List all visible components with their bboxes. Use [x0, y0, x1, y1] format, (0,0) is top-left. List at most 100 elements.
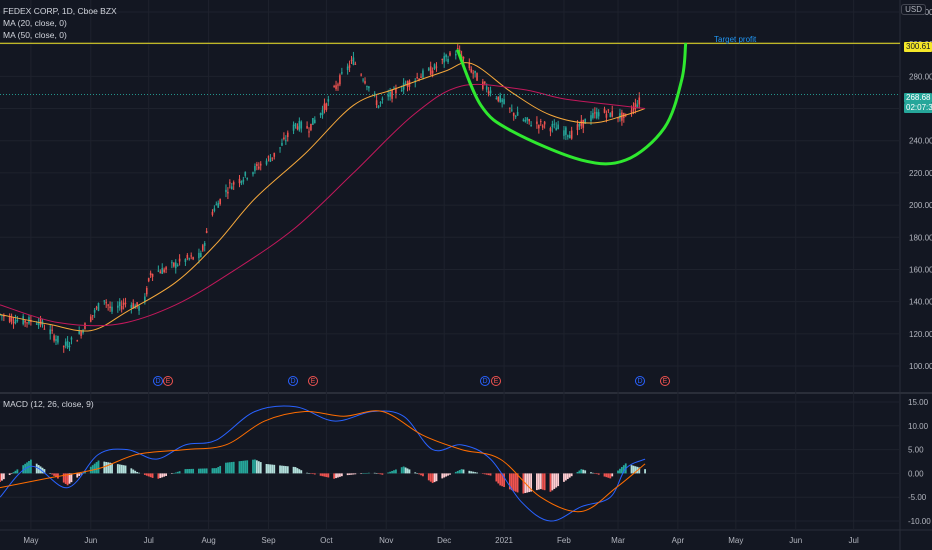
candle-body	[57, 335, 59, 343]
candle-body	[420, 76, 422, 78]
candle-body	[638, 97, 641, 105]
macd-hist-bar	[213, 468, 216, 474]
candle-body	[524, 119, 527, 122]
candle-body	[539, 121, 542, 123]
candle-body	[395, 88, 397, 94]
candle-body	[111, 306, 113, 312]
dividend-marker[interactable]: D	[480, 376, 490, 386]
dividend-marker[interactable]: D	[288, 376, 298, 386]
candle-body	[482, 81, 484, 89]
macd-hist-bar	[495, 473, 498, 482]
macd-hist-bar	[49, 473, 52, 474]
ma50-line	[0, 83, 646, 327]
macd-hist-bar	[255, 460, 258, 474]
candle-body	[229, 182, 231, 184]
macd-hist-bar	[111, 463, 113, 474]
candle-body	[120, 305, 123, 310]
candle-body	[283, 137, 285, 140]
candle-body	[66, 341, 69, 348]
macd-hist-bar	[433, 473, 436, 483]
candle-body	[95, 307, 98, 309]
time-tick-label: Dec	[437, 536, 451, 545]
candle-body	[375, 100, 378, 105]
macd-hist-bar	[497, 473, 500, 484]
time-axis[interactable]: May Jun Jul Aug Sep Oct Nov Dec 2021 Feb Mar Apr May…	[23, 536, 859, 545]
macd-tick-label: 0.00	[908, 469, 924, 478]
macd-hist-bar	[143, 473, 146, 475]
macd-hist-bar	[310, 473, 312, 474]
macd-hist-bar	[116, 464, 119, 474]
macd-hist-bar	[51, 473, 54, 475]
macd-hist-bar	[308, 473, 310, 474]
currency-badge[interactable]: USD	[901, 4, 926, 15]
macd-hist-bar	[537, 473, 540, 490]
candle-body	[257, 166, 260, 169]
macd-hist-bar	[630, 465, 633, 474]
candle-body	[483, 81, 486, 84]
candle-body	[476, 73, 478, 81]
macd-hist-bar	[138, 472, 140, 474]
candle-body	[8, 316, 11, 322]
ma20-legend[interactable]: MA (20, close, 0)	[3, 18, 67, 28]
dividend-marker[interactable]: D	[153, 376, 163, 386]
candle-body	[512, 112, 515, 116]
candle-body	[339, 75, 341, 85]
candle-body	[619, 113, 621, 119]
candle-body	[259, 163, 262, 166]
macd-hist-bar	[400, 467, 403, 474]
earnings-marker[interactable]: E	[308, 376, 318, 386]
macd-hist-bar	[225, 462, 227, 474]
macd-hist-bar	[337, 473, 339, 478]
macd-hist-bar	[97, 460, 100, 474]
macd-hist-bar	[149, 473, 152, 478]
macd-hist-bar	[120, 464, 123, 474]
time-tick-label: Jun	[789, 536, 802, 545]
macd-hist-bar	[161, 473, 164, 478]
candle-body	[281, 142, 283, 146]
dividend-marker[interactable]: D	[635, 376, 645, 386]
earnings-marker[interactable]: E	[660, 376, 670, 386]
macd-hist-bar	[416, 473, 419, 474]
macd-legend[interactable]: MACD (12, 26, close, 9)	[3, 399, 94, 409]
candle-body	[91, 315, 94, 317]
macd-hist-bar	[298, 469, 301, 474]
macd-hist-bar	[93, 463, 96, 474]
macd-hist-bar	[431, 473, 434, 484]
price-axis[interactable]: 320.00300.00280.00260.00240.00220.00200.…	[909, 8, 932, 371]
candle-body	[78, 331, 80, 334]
earnings-marker[interactable]: E	[491, 376, 501, 386]
macd-hist-bar	[122, 465, 125, 474]
candle-body	[64, 341, 67, 346]
macd-hist-bar	[172, 473, 175, 474]
macd-hist-bar	[159, 473, 162, 479]
macd-hist-bar	[265, 464, 268, 474]
macd-hist-bar	[198, 468, 200, 474]
time-tick-label: Sep	[261, 536, 276, 545]
macd-line	[0, 405, 646, 522]
macd-hist-bar	[240, 460, 243, 474]
macd-hist-bar	[66, 473, 69, 486]
candle-body	[341, 72, 343, 74]
ma50-legend[interactable]: MA (50, close, 0)	[3, 30, 67, 40]
price-tick-label: 100.00	[909, 362, 932, 371]
symbol-title[interactable]: FEDEX CORP, 1D, Cboe BZX	[3, 6, 117, 16]
candle-body	[366, 86, 368, 88]
candle-body	[379, 102, 382, 104]
macd-hist-bar	[580, 469, 583, 474]
macd-hist-bar	[130, 468, 133, 474]
macd-hist-bar	[472, 471, 475, 474]
cup-drawing	[456, 42, 688, 166]
candle-body	[215, 204, 218, 206]
macd-hist-bar	[593, 473, 596, 474]
macd-hist-bar	[211, 468, 214, 474]
macd-hist-bar	[481, 473, 484, 474]
macd-hist-bar	[366, 472, 368, 474]
candle-body	[190, 255, 193, 257]
macd-hist-bar	[64, 473, 67, 484]
macd-axis[interactable]: 15.00 10.00 5.00 0.00 -5.00 -10.00	[908, 398, 931, 526]
earnings-marker[interactable]: E	[163, 376, 173, 386]
candle-body	[294, 123, 297, 127]
candle-body	[93, 309, 96, 313]
